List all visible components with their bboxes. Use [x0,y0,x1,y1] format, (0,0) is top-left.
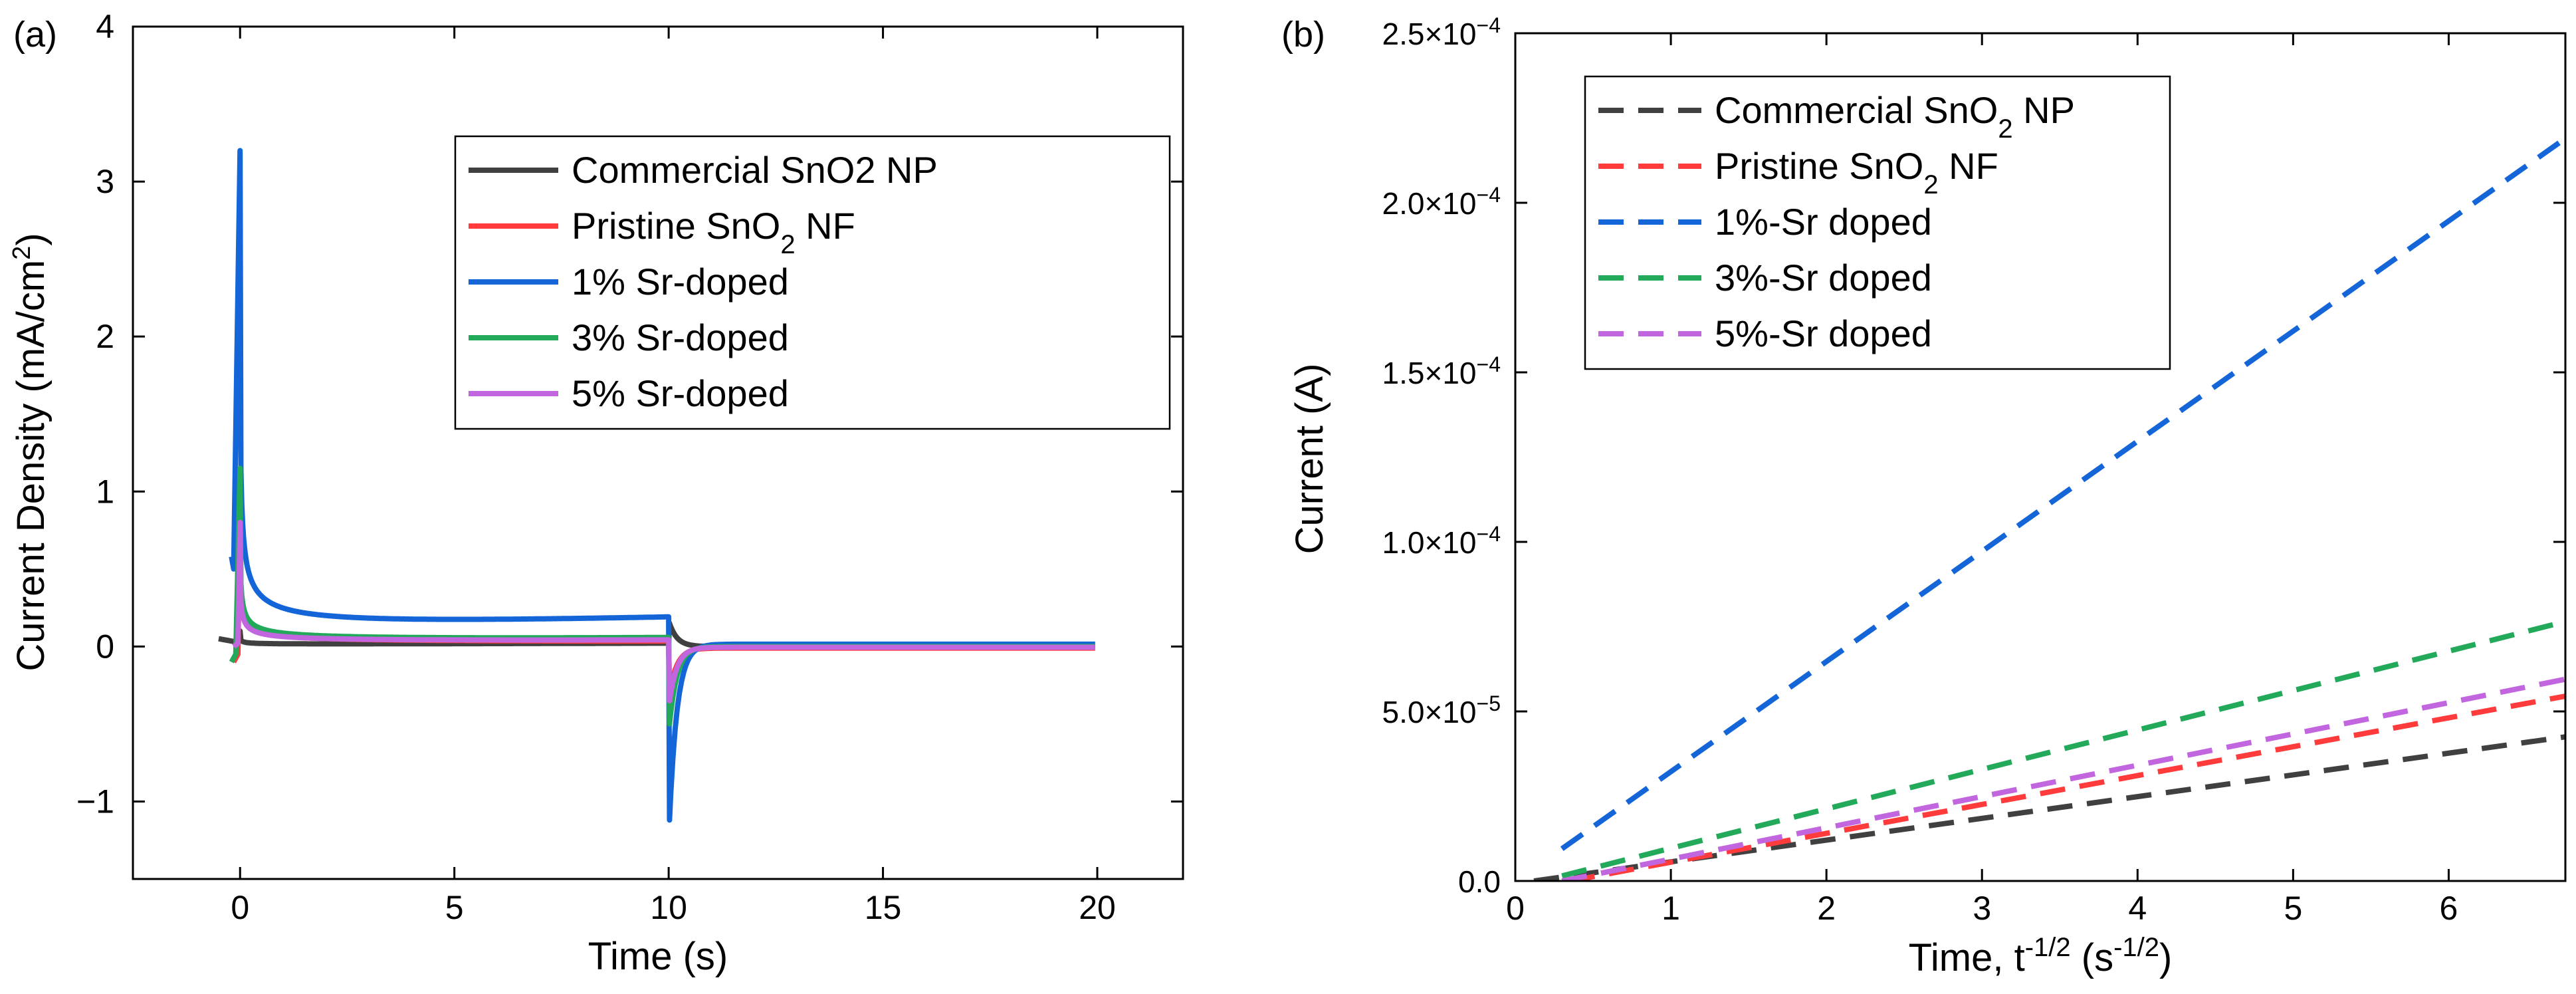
panel-b-legend-label: 5%-Sr doped [1715,312,1932,354]
panel-b-x-axis-title: Time, t-1/2 (s-1/2) [1909,933,2173,979]
panel-a-legend-label: 1% Sr-doped [572,261,789,303]
panel-b-label: (b) [1281,15,1325,55]
panel-a-x-tick-label: 0 [231,889,249,926]
panel-b-legend-label: Commercial SnO2 NP [1715,89,2075,144]
panel-b-plot-frame [1514,32,2567,882]
panel-b-x-tick-label: 4 [2128,890,2147,927]
panel-a-x-tick-label: 5 [445,889,464,926]
panel-b-x-tick-label: 6 [2440,890,2458,927]
panel-a-x-tick-label: 20 [1079,889,1116,926]
panel-a-legend-label: 5% Sr-doped [572,372,789,414]
panel-a-y-tick-label: −1 [76,783,114,820]
panel-b: (b) 0 1 2 3 4 5 6 0.0 5.0×10−5 1.0×10−4 1.5×10−4 2.… [1281,13,2567,979]
panel-a-legend-box [454,135,1171,430]
panel-b-series-line [1560,136,2565,851]
panel-b-y-tick-label: 2.5×10−4 [1382,13,1501,51]
panel-a-x-tick-label: 10 [650,889,687,926]
panel-a-plot-frame [132,25,1184,880]
panel-a-y-axis-title: Current Density (mA/cm2) [8,233,53,671]
panel-b-x-tick-label: 1 [1662,890,1680,927]
panel-b-series-line [1561,618,2565,879]
panel-a-legend-label: 3% Sr-doped [572,316,789,358]
panel-b-y-axis-title: Current (A) [1288,364,1331,555]
panel-a-y-tick-label: 4 [96,8,114,45]
panel-b-x-tick-label: 0 [1506,890,1525,927]
panel-b-y-tick-label: 1.5×10−4 [1382,352,1501,390]
panel-b-series-line [1561,676,2565,881]
panel-b-y-tick-label: 0.0 [1458,864,1501,899]
panel-a-label: (a) [13,15,57,55]
panel-a-series-line [232,519,1096,703]
panel-a: (a) 0 5 10 15 20 −1 0 1 2 3 4 Time (s) Current Den… [8,8,1184,978]
panel-a-y-tick-label: 0 [96,628,114,665]
panel-b-legend-label: 1%-Sr doped [1715,201,1932,243]
panel-b-series-line [1569,693,2565,881]
panel-a-legend: Commercial SnO2 NP Pristine SnO2 NF1% Sr-… [454,135,1171,430]
panel-a-legend-label: Commercial SnO2 NP [572,149,938,191]
panel-b-x-tick-label: 3 [1973,890,1991,927]
panel-b-x-tick-label: 5 [2284,890,2302,927]
panel-b-legend-label: Pristine SnO2 NF [1715,145,1998,199]
panel-a-x-axis-title: Time (s) [588,935,728,978]
panel-a-series-line [231,504,1096,696]
panel-a-series-line [229,465,1096,727]
panel-a-y-tick-label: 2 [96,318,114,355]
panel-b-x-tick-label: 2 [1817,890,1836,927]
panel-a-legend-label: Pristine SnO2 NF [572,205,855,259]
panel-b-y-tick-label: 5.0×10−5 [1382,691,1501,729]
panel-b-y-tick-label: 1.0×10−4 [1382,522,1501,560]
panel-b-y-tick-label: 2.0×10−4 [1382,183,1501,221]
panel-a-y-tick-label: 1 [96,473,114,510]
panel-b-legend-label: 3%-Sr doped [1715,257,1932,299]
panel-a-x-tick-label: 15 [865,889,902,926]
panel-a-y-tick-label: 3 [96,163,114,200]
